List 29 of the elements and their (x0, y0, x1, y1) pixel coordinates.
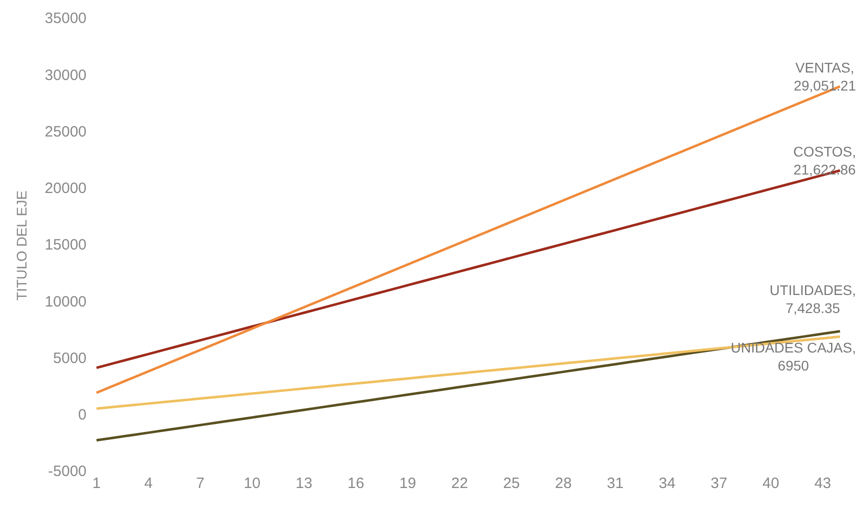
data-label: UTILIDADES, 7,428.35 (770, 282, 856, 316)
y-tick-label: 5000 (53, 350, 87, 367)
x-tick-label: 22 (451, 475, 468, 492)
y-tick-label: 35000 (44, 10, 87, 28)
x-tick-label: 10 (244, 475, 260, 492)
y-tick-label: 10000 (44, 293, 87, 310)
x-tick-label: 7 (196, 475, 204, 492)
y-tick-label: 25000 (44, 123, 87, 140)
y-tick-label: 20000 (44, 180, 87, 198)
y-tick-label: 0 (78, 406, 87, 424)
x-tick-label: 37 (710, 475, 728, 492)
x-tick-label: 16 (348, 475, 364, 492)
x-tick-label: 25 (503, 475, 520, 492)
y-tick-label: 30000 (44, 66, 87, 84)
data-label: VENTAS, 29,051.21 (794, 59, 856, 94)
data-label: UNIDADES CAJAS, 6950 (730, 340, 856, 374)
x-tick-label: 13 (296, 475, 312, 492)
data-label: COSTOS, 21,622.86 (793, 143, 856, 178)
x-tick-label: 40 (762, 475, 780, 492)
y-tick-label: 15000 (44, 236, 87, 254)
x-tick-label: 43 (814, 475, 832, 492)
x-tick-label: 34 (658, 475, 676, 492)
x-tick-label: 19 (399, 475, 416, 492)
x-tick-label: 28 (555, 475, 572, 492)
y-tick-label: -5000 (48, 463, 87, 480)
x-tick-label: 4 (144, 475, 153, 492)
x-tick-label: 1 (92, 475, 101, 492)
y-axis-title: TITULO DEL EJE (13, 190, 30, 300)
x-tick-label: 31 (606, 475, 624, 492)
